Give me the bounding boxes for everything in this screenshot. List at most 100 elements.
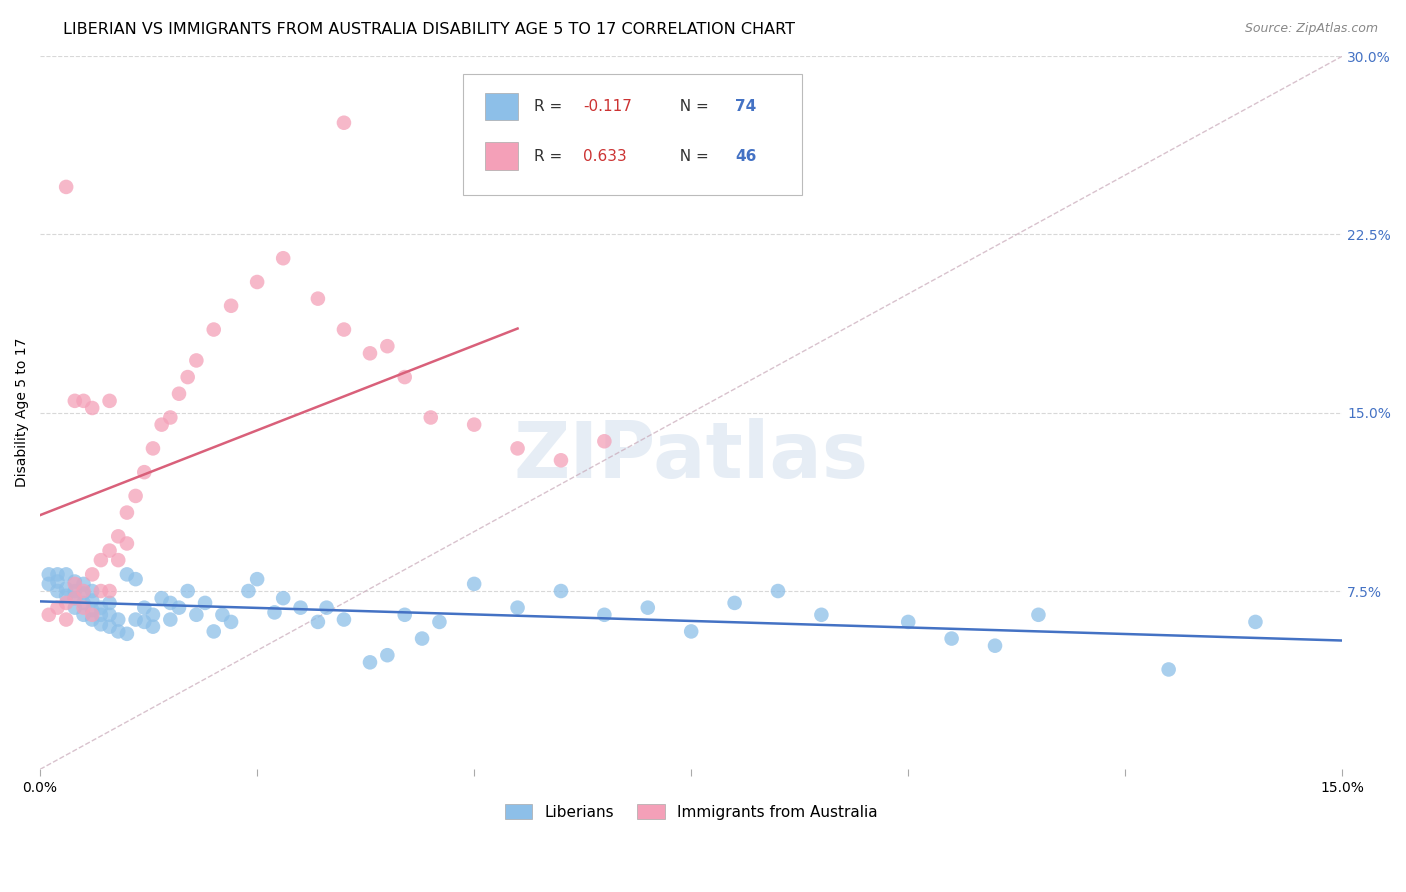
Point [142, 607, 165, 622]
Point [681, 624, 703, 639]
Point [167, 386, 190, 401]
Point [115, 627, 138, 641]
Point [375, 339, 398, 353]
Text: N =: N = [671, 148, 714, 163]
Point [593, 434, 616, 449]
Point [98, 543, 121, 558]
Text: N =: N = [671, 99, 714, 113]
Point [63, 584, 86, 599]
Point [55, 567, 77, 582]
Point [333, 322, 356, 336]
Point [333, 116, 356, 130]
Point [72, 586, 94, 600]
Point [271, 251, 294, 265]
Point [186, 607, 208, 622]
Point [55, 180, 77, 194]
Point [115, 567, 138, 582]
Point [463, 577, 485, 591]
Point [506, 442, 529, 456]
Point [142, 442, 165, 456]
Point [238, 584, 260, 599]
Point [593, 607, 616, 622]
Point [429, 615, 451, 629]
Point [984, 639, 1007, 653]
Point [107, 553, 129, 567]
Point [63, 393, 86, 408]
Point [359, 656, 381, 670]
Point [82, 567, 104, 582]
Point [63, 600, 86, 615]
Point [176, 584, 198, 599]
Point [63, 577, 86, 591]
Point [90, 607, 112, 622]
Point [124, 572, 146, 586]
Point [186, 353, 208, 368]
Text: 46: 46 [735, 148, 756, 163]
Point [90, 553, 112, 567]
Point [1028, 607, 1050, 622]
Text: -0.117: -0.117 [583, 99, 631, 113]
Point [98, 596, 121, 610]
Point [176, 370, 198, 384]
Point [134, 615, 156, 629]
Point [897, 615, 920, 629]
Point [115, 536, 138, 550]
Point [142, 620, 165, 634]
Text: LIBERIAN VS IMMIGRANTS FROM AUSTRALIA DISABILITY AGE 5 TO 17 CORRELATION CHART: LIBERIAN VS IMMIGRANTS FROM AUSTRALIA DI… [63, 22, 796, 37]
Point [315, 600, 337, 615]
Point [375, 648, 398, 663]
Point [98, 620, 121, 634]
Text: 0.633: 0.633 [583, 148, 627, 163]
Point [1157, 663, 1180, 677]
Point [63, 591, 86, 606]
Point [55, 582, 77, 596]
Point [115, 506, 138, 520]
Point [63, 591, 86, 606]
Bar [485, 93, 517, 120]
Point [307, 615, 329, 629]
Point [246, 275, 269, 289]
Point [766, 584, 789, 599]
Point [550, 453, 572, 467]
Point [150, 591, 173, 606]
Point [72, 596, 94, 610]
Point [46, 600, 69, 615]
Point [107, 529, 129, 543]
Point [263, 606, 285, 620]
Point [159, 596, 181, 610]
Point [359, 346, 381, 360]
Point [134, 465, 156, 479]
Point [38, 577, 60, 591]
Point [46, 567, 69, 582]
Point [463, 417, 485, 432]
Point [637, 600, 659, 615]
Point [211, 607, 233, 622]
Point [55, 613, 77, 627]
Point [394, 370, 416, 384]
Point [90, 617, 112, 632]
Point [82, 607, 104, 622]
Text: R =: R = [534, 148, 567, 163]
Point [124, 489, 146, 503]
Point [167, 600, 190, 615]
Point [90, 600, 112, 615]
Point [55, 589, 77, 603]
Point [107, 624, 129, 639]
Text: Source: ZipAtlas.com: Source: ZipAtlas.com [1244, 22, 1378, 36]
Point [394, 607, 416, 622]
Point [46, 584, 69, 599]
Point [72, 584, 94, 599]
FancyBboxPatch shape [464, 74, 801, 195]
Point [72, 577, 94, 591]
Point [107, 613, 129, 627]
Point [411, 632, 433, 646]
Point [271, 591, 294, 606]
Point [941, 632, 963, 646]
Text: ZIPatlas: ZIPatlas [513, 417, 869, 493]
Point [46, 574, 69, 589]
Point [506, 600, 529, 615]
Point [124, 613, 146, 627]
Y-axis label: Disability Age 5 to 17: Disability Age 5 to 17 [15, 338, 30, 487]
Text: R =: R = [534, 99, 567, 113]
Point [55, 596, 77, 610]
